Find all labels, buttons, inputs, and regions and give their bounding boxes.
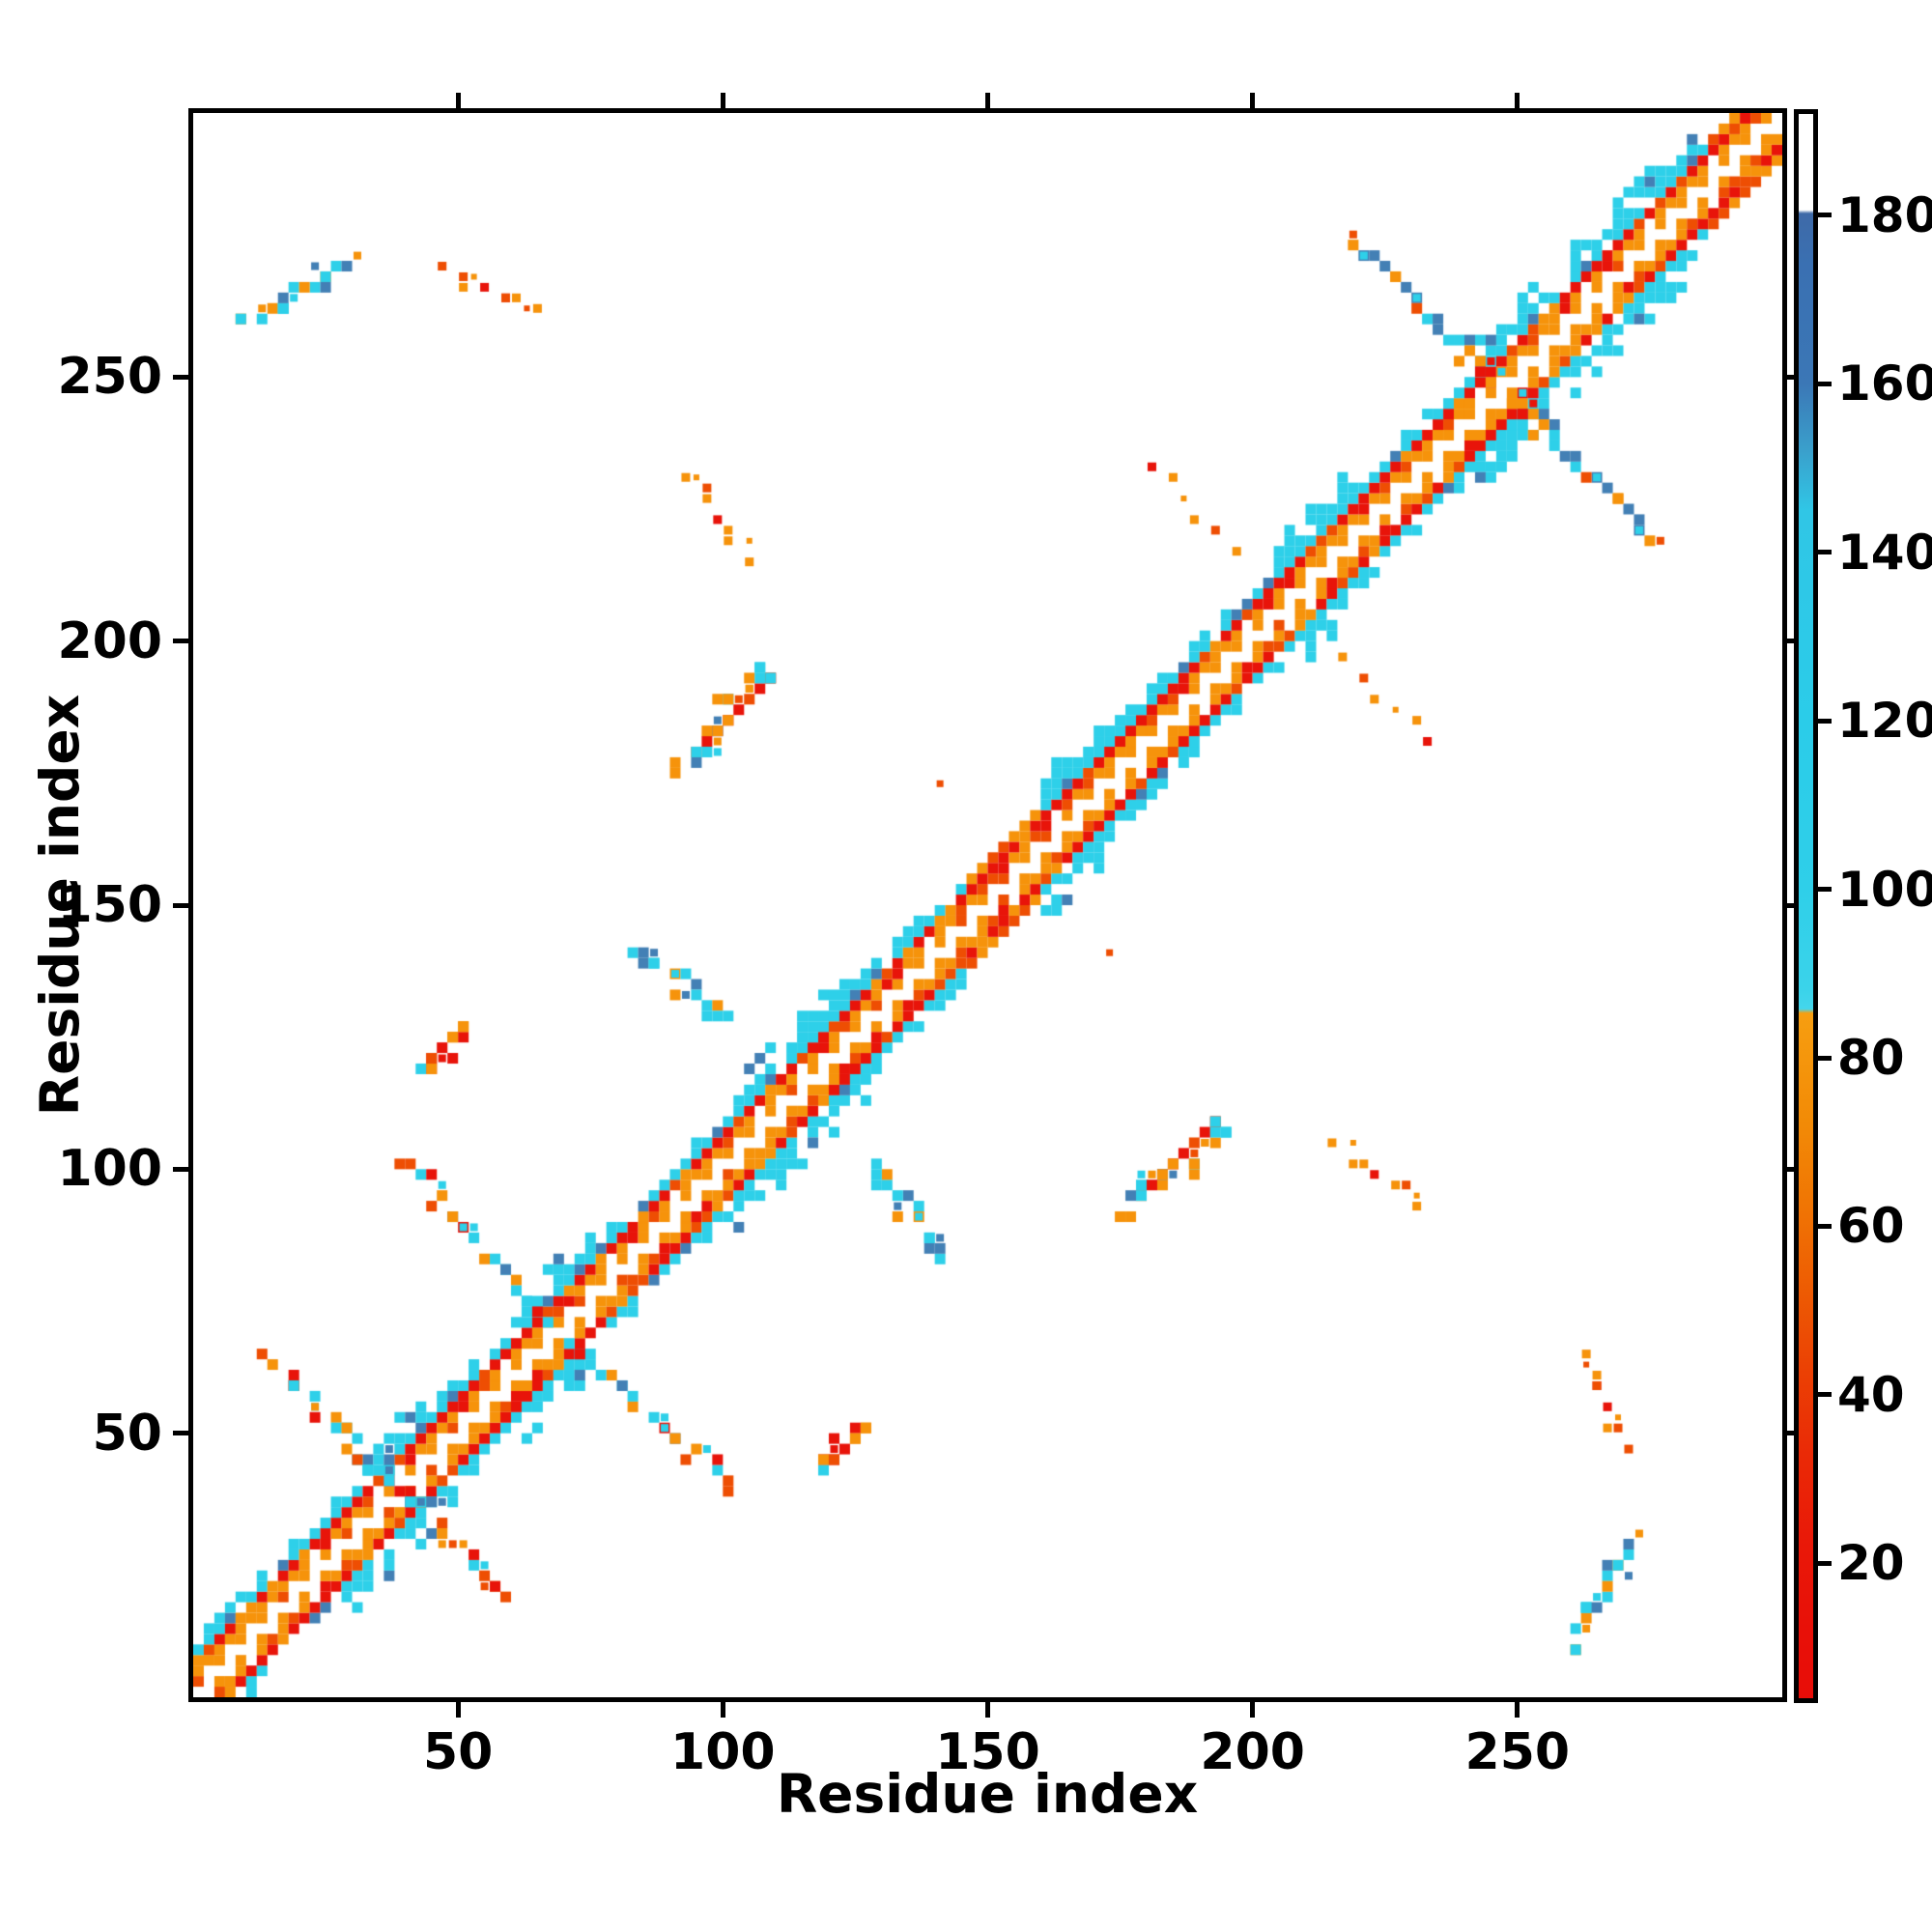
y-tick: [173, 1166, 188, 1172]
y-tick-label: 150: [57, 876, 162, 934]
colorbar-tick-label: 80: [1837, 1030, 1905, 1087]
x-tick-label: 100: [670, 1723, 776, 1781]
colorbar-tick: [1818, 1055, 1832, 1061]
colorbar-tick-label: 160: [1837, 355, 1932, 412]
colorbar-tick-label: 60: [1837, 1198, 1905, 1255]
y-tick-label: 250: [57, 348, 162, 407]
colorbar-tick: [1818, 887, 1832, 893]
top-tick: [1250, 93, 1256, 108]
y-tick: [173, 902, 188, 908]
colorbar-tick-label: 100: [1837, 861, 1932, 918]
y-tick-label: 100: [57, 1140, 162, 1199]
y-tick-label: 50: [92, 1404, 162, 1463]
top-tick: [1515, 93, 1520, 108]
x-tick-label: 250: [1464, 1723, 1571, 1781]
colorbar-tick-label: 40: [1837, 1366, 1905, 1423]
colorbar-tick: [1818, 381, 1832, 386]
y-axis-label: Residue index: [29, 694, 91, 1117]
x-axis-label: Residue index: [776, 1763, 1199, 1825]
x-tick: [1515, 1702, 1520, 1718]
y-tick: [173, 374, 188, 380]
x-tick: [720, 1702, 725, 1718]
colorbar-tick: [1818, 1392, 1832, 1398]
y-tick: [173, 1431, 188, 1436]
x-tick-label: 200: [1200, 1723, 1305, 1781]
colorbar-tick-label: 140: [1837, 524, 1932, 581]
y-tick-label: 200: [57, 611, 162, 670]
colorbar-tick: [1818, 550, 1832, 555]
x-tick: [455, 1702, 461, 1718]
colorbar-tick-label: 20: [1837, 1535, 1905, 1592]
colorbar-tick: [1818, 1223, 1832, 1229]
top-tick: [985, 93, 990, 108]
x-tick-label: 150: [935, 1723, 1040, 1781]
colorbar: [1794, 109, 1818, 1703]
colorbar-tick: [1818, 1560, 1832, 1566]
colorbar-gradient: [1799, 114, 1813, 1698]
x-tick: [1250, 1702, 1256, 1718]
y-tick: [173, 639, 188, 644]
colorbar-tick-label: 180: [1837, 186, 1932, 243]
top-tick: [720, 93, 725, 108]
x-tick-label: 50: [422, 1723, 494, 1781]
colorbar-tick: [1818, 718, 1832, 724]
colorbar-tick-label: 120: [1837, 693, 1932, 750]
x-tick: [985, 1702, 990, 1718]
contact-map-canvas: [193, 113, 1782, 1697]
colorbar-tick: [1818, 213, 1832, 218]
top-tick: [455, 93, 461, 108]
